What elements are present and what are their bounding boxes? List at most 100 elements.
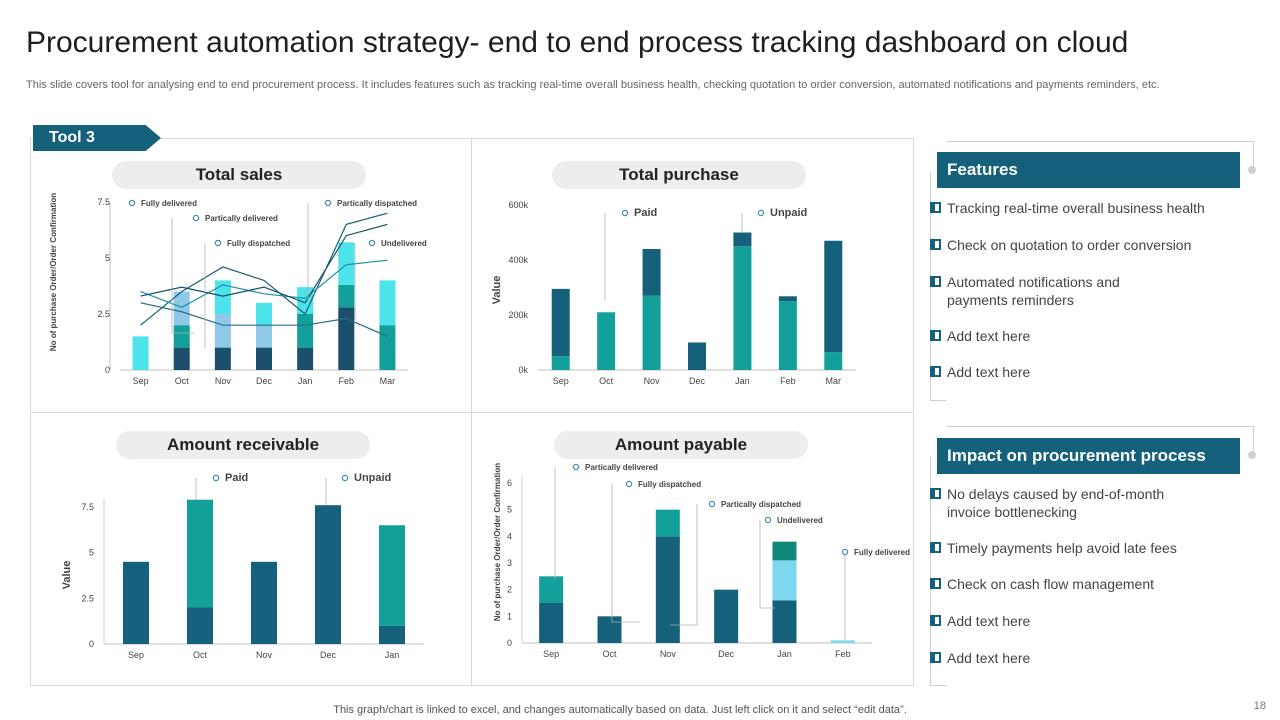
bar-partically-delivered [655, 536, 680, 643]
bar-partically-delivered [214, 314, 231, 348]
legend-paid-marker [212, 474, 220, 482]
x-tick-label: Nov [644, 376, 661, 386]
y-tick-label: 0 [105, 365, 110, 375]
y-tick-label: 2 [507, 585, 512, 595]
bar-unpaid [123, 561, 149, 644]
x-tick-label: Sep [128, 650, 144, 660]
legend-undelivered-leader [759, 520, 775, 609]
y-tick-label: 4 [507, 531, 512, 541]
legend-fully-dispatched-label: Fully dispatched [638, 480, 701, 489]
bullet-icon [930, 366, 941, 377]
y-axis-label: No of purchase Order/Order Confirmation [49, 193, 58, 351]
bar-partically-dispatched [772, 560, 797, 601]
bar-partically-delivered [772, 600, 797, 643]
legend-fully-dispatched-label: Fully dispatched [227, 239, 290, 248]
legend-partically-delivered-marker [192, 214, 200, 222]
bullet-icon [930, 202, 941, 213]
bar-unpaid [733, 232, 752, 247]
bar-undelivered [772, 541, 797, 561]
x-tick-label: Sep [133, 376, 149, 386]
legend-partically-delivered-label: Partically delivered [205, 214, 278, 223]
bar-partically-delivered [597, 616, 622, 643]
x-tick-label: Jan [298, 376, 313, 386]
bar-unpaid [187, 607, 213, 644]
x-tick-label: Dec [718, 649, 735, 659]
bar-partically-delivered [539, 603, 564, 643]
amount-payable-title: Amount payable [554, 431, 808, 459]
y-tick-label: 7.5 [97, 197, 110, 207]
impact-item: Check on cash flow management [947, 576, 1154, 592]
footer-text: This graph/chart is linked to excel, and… [333, 704, 907, 716]
legend-paid-label: Paid [225, 472, 248, 484]
legend-paid-label: Paid [634, 207, 657, 219]
amount-receivable-title: Amount receivable [116, 431, 370, 459]
x-tick-label: Feb [339, 376, 355, 386]
bar-unpaid [379, 625, 405, 644]
y-tick-label: 0 [507, 638, 512, 648]
bar-paid [778, 301, 797, 370]
bullet-icon [930, 578, 941, 589]
impact-item: Add text here [947, 650, 1031, 666]
x-tick-label: Oct [193, 650, 208, 660]
bullet-icon [930, 652, 941, 663]
legend-undelivered-label: Undelivered [777, 516, 823, 525]
features-item: Tracking real-time overall business heal… [947, 200, 1205, 216]
bar-partically-dispatched [338, 242, 355, 285]
y-tick-label: 0k [518, 365, 528, 375]
bar-paid [379, 525, 405, 626]
legend-undelivered-label: Undelivered [381, 239, 427, 248]
bar-unpaid [642, 249, 661, 296]
footer-note: This graph/chart is linked to excel, and… [0, 704, 1280, 716]
trend-line [140, 302, 388, 337]
legend-undelivered-marker [368, 239, 376, 247]
x-tick-label: Jan [777, 649, 792, 659]
bar-fully-dispatched [539, 576, 564, 603]
legend-fully-delivered-label: Fully delivered [141, 199, 197, 208]
bar-partically-dispatched [256, 302, 272, 326]
legend-partically-delivered-leader [171, 218, 194, 334]
x-tick-label: Sep [553, 376, 569, 386]
bar-fully-delivered [256, 347, 272, 370]
trend-line [140, 223, 388, 304]
features-item: Automated notifications and payments rem… [947, 274, 1120, 308]
y-tick-label: 5 [507, 505, 512, 515]
bar-fully-delivered [830, 640, 855, 643]
bar-partically-delivered [173, 291, 190, 326]
features-dot [1248, 166, 1256, 174]
legend-unpaid-marker [757, 209, 765, 217]
bar-unpaid [551, 288, 570, 357]
legend-paid-marker [621, 209, 629, 217]
impact-item: No delays caused by end-of-month invoice… [947, 486, 1165, 520]
legend-fully-delivered-marker [128, 199, 136, 207]
x-tick-label: Dec [320, 650, 337, 660]
legend-unpaid-label: Unpaid [770, 207, 807, 219]
bar-paid [187, 499, 213, 608]
bar-unpaid [778, 296, 797, 302]
bar-undelivered [132, 336, 149, 370]
x-tick-label: Oct [599, 376, 614, 386]
y-axis-label: No of purchase Order/Order Confirmation [493, 463, 502, 621]
y-tick-label: 2.5 [97, 309, 110, 319]
legend-partically-dispatched-label: Partically dispatched [721, 500, 801, 509]
bar-fully-dispatched [297, 314, 314, 348]
legend-partically-dispatched-marker [708, 500, 716, 508]
y-tick-label: 6 [507, 478, 512, 488]
page-title: Procurement automation strategy- end to … [26, 26, 1129, 59]
legend-partically-dispatched-label: Partically dispatched [337, 199, 417, 208]
legend-partically-delivered-marker [572, 463, 580, 471]
y-tick-label: 5 [105, 253, 110, 263]
bullet-icon [930, 239, 941, 250]
bar-partically-dispatched [214, 280, 231, 314]
x-tick-label: Jan [735, 376, 750, 386]
bullet-icon [930, 542, 941, 553]
features-heading: Features [937, 152, 1240, 188]
bar-fully-dispatched [338, 284, 355, 308]
legend-fully-dispatched-leader [611, 484, 640, 623]
bar-fully-delivered [297, 347, 314, 370]
y-tick-label: 200k [508, 310, 528, 320]
x-tick-label: Dec [689, 376, 706, 386]
x-tick-label: Jan [385, 650, 400, 660]
impact-item: Timely payments help avoid late fees [947, 540, 1177, 556]
bar-fully-dispatched [379, 325, 396, 370]
